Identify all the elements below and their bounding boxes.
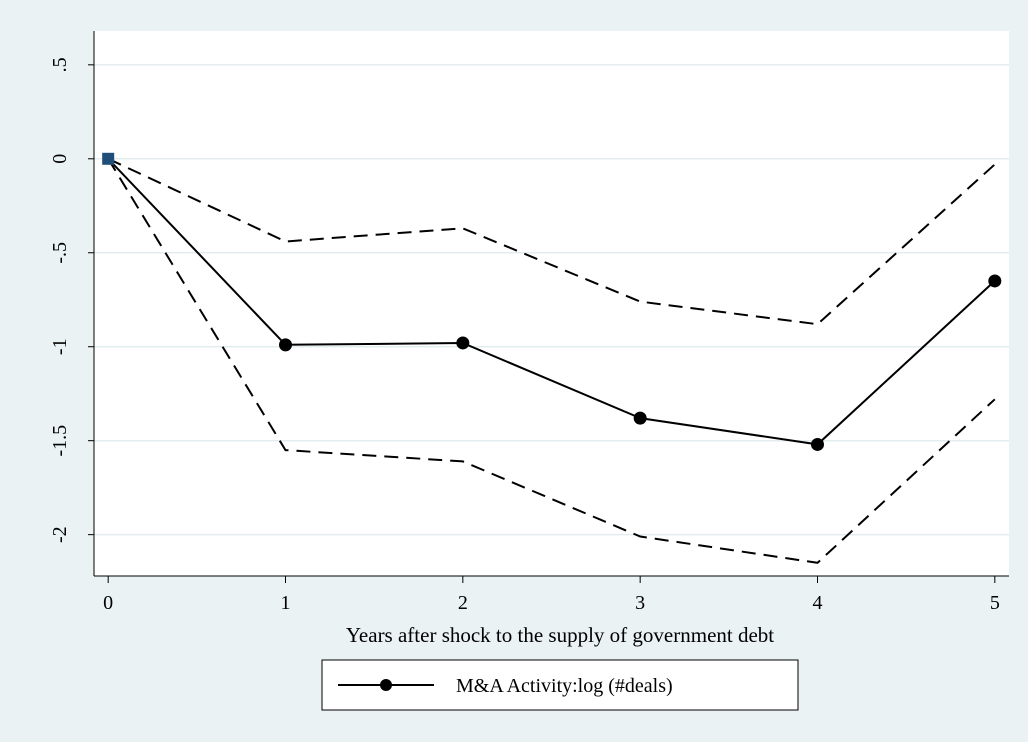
- y-tick-label: .5: [49, 57, 71, 72]
- y-tick-label: -1: [49, 338, 71, 355]
- upper-confidence-band-line: [107, 157, 996, 326]
- legend: M&A Activity:log (#deals): [321, 659, 799, 711]
- x-tick-label: 1: [281, 592, 291, 614]
- y-tick-label: 0: [49, 154, 71, 164]
- x-tick-label: 5: [990, 592, 1000, 614]
- x-tick-label: 3: [635, 592, 645, 614]
- series-markers: [102, 152, 1002, 451]
- grid-lines: [94, 64, 1009, 536]
- series-lines: [107, 157, 996, 564]
- main-series-line: [107, 158, 996, 446]
- axes: .5 0 -.5 -1 -1.5 -2 0 1 2 3 4 5: [49, 31, 1009, 614]
- plot-area: [94, 31, 1009, 576]
- series-point: [633, 411, 647, 425]
- legend-label: M&A Activity:log (#deals): [456, 675, 673, 697]
- series-point: [279, 338, 293, 352]
- x-tick-label: 2: [458, 592, 468, 614]
- series-point: [456, 336, 470, 350]
- x-tick-label: 4: [812, 592, 822, 614]
- series-point: [810, 437, 824, 451]
- y-tick-label: -2: [49, 526, 71, 543]
- lower-confidence-band-line: [107, 158, 996, 564]
- legend-marker-sample: [380, 679, 392, 691]
- x-axis-title: Years after shock to the supply of gover…: [346, 623, 774, 647]
- y-tick-label: -.5: [49, 242, 71, 264]
- x-tick-label: 0: [103, 592, 113, 614]
- origin-point: [102, 152, 115, 165]
- series-point: [988, 274, 1002, 288]
- y-tick-label: -1.5: [49, 425, 71, 457]
